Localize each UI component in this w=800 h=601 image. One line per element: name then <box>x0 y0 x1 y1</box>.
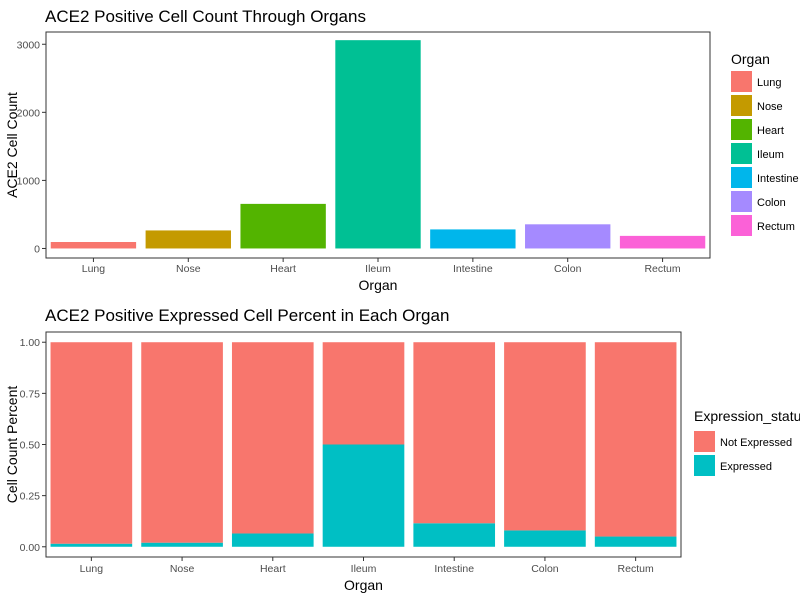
percent-x-tick-label: Ileum <box>351 563 377 575</box>
count-x-tick-label: Rectum <box>644 263 680 275</box>
count-x-tick-label: Nose <box>176 263 201 275</box>
percent-bar-expressed-intestine <box>413 523 496 547</box>
percent-y-tick-label: 0.75 <box>20 388 41 400</box>
count-legend-swatch-ileum <box>731 143 752 164</box>
count-bar-colon <box>525 224 611 249</box>
percent-bar-expressed-nose <box>141 542 223 547</box>
count-legend-swatch-nose <box>731 95 752 116</box>
count-legend-label: Colon <box>757 197 786 209</box>
percent-bar-not-expressed-intestine <box>413 342 496 524</box>
percent-legend-label: Not Expressed <box>720 437 792 449</box>
percent-legend: Expression_status Not Expressed Expressed <box>694 408 800 476</box>
count-legend-title: Organ <box>731 51 770 67</box>
percent-x-tick-label: Lung <box>80 563 104 575</box>
count-bar-lung <box>50 242 137 249</box>
percent-y-tick-label: 0.25 <box>20 491 41 503</box>
count-legend-swatch-lung <box>731 71 752 92</box>
count-x-tick-label: Ileum <box>365 263 391 275</box>
count-x-tick-label: Intestine <box>453 263 493 275</box>
percent-x-axis-label: Organ <box>344 577 383 593</box>
count-x-axis-label: Organ <box>359 277 398 293</box>
count-y-tick-label: 1000 <box>17 175 41 187</box>
percent-legend-swatch-expressed <box>694 455 715 476</box>
count-x-tick-label: Heart <box>270 263 296 275</box>
count-legend-label: Heart <box>757 125 784 137</box>
count-legend-label: Lung <box>757 77 781 89</box>
percent-chart: ACE2 Positive Expressed Cell Percent in … <box>4 306 800 593</box>
percent-x-tick-label: Heart <box>260 563 286 575</box>
count-y-tick-label: 3000 <box>17 39 41 51</box>
percent-bar-expressed-rectum <box>594 536 677 547</box>
percent-bar-not-expressed-rectum <box>594 342 677 537</box>
percent-legend-label: Expressed <box>720 461 772 473</box>
percent-x-tick-label: Nose <box>170 563 195 575</box>
count-chart: ACE2 Positive Cell Count Through Organs L… <box>4 7 799 293</box>
percent-chart-title: ACE2 Positive Expressed Cell Percent in … <box>45 306 449 325</box>
count-bar-heart <box>240 203 326 249</box>
count-y-tick-label: 2000 <box>17 107 41 119</box>
percent-bar-expressed-heart <box>231 533 314 547</box>
count-bar-ileum <box>335 40 421 249</box>
count-y-tick-label: 0 <box>34 243 40 255</box>
count-legend-label: Nose <box>757 101 783 113</box>
percent-bar-expressed-colon <box>504 530 586 547</box>
percent-x-tick-label: Colon <box>531 563 559 575</box>
count-legend: Organ Lung Nose Heart Ileum Intestine Colon Rec… <box>731 51 799 236</box>
percent-bar-not-expressed-colon <box>504 342 586 531</box>
percent-bar-expressed-lung <box>50 543 133 547</box>
percent-y-tick-label: 0.00 <box>20 542 41 554</box>
percent-legend-title: Expression_status <box>694 408 800 424</box>
count-chart-title: ACE2 Positive Cell Count Through Organs <box>45 7 366 26</box>
percent-bar-not-expressed-ileum <box>322 342 405 445</box>
count-legend-label: Intestine <box>757 173 799 185</box>
percent-y-axis-label: Cell Count Percent <box>4 386 20 504</box>
percent-legend-swatch-not-expressed <box>694 431 715 452</box>
count-x-tick-label: Colon <box>554 263 582 275</box>
percent-bar-expressed-ileum <box>322 444 405 547</box>
count-legend-swatch-heart <box>731 119 752 140</box>
count-x-tick-label: Lung <box>82 263 106 275</box>
percent-bar-not-expressed-lung <box>50 342 133 544</box>
count-bar-rectum <box>619 235 706 249</box>
count-legend-swatch-intestine <box>731 167 752 188</box>
count-bar-nose <box>145 230 231 249</box>
count-legend-swatch-rectum <box>731 215 752 236</box>
count-y-axis-label: ACE2 Cell Count <box>4 92 20 198</box>
percent-y-tick-label: 1.00 <box>20 337 41 349</box>
percent-y-tick-label: 0.50 <box>20 440 41 452</box>
percent-bar-not-expressed-heart <box>231 342 314 534</box>
percent-x-tick-label: Intestine <box>434 563 474 575</box>
percent-x-tick-label: Rectum <box>618 563 654 575</box>
count-bar-intestine <box>430 229 516 249</box>
percent-bar-not-expressed-nose <box>141 342 223 543</box>
count-legend-label: Rectum <box>757 221 795 233</box>
count-legend-swatch-colon <box>731 191 752 212</box>
count-legend-label: Ileum <box>757 149 784 161</box>
